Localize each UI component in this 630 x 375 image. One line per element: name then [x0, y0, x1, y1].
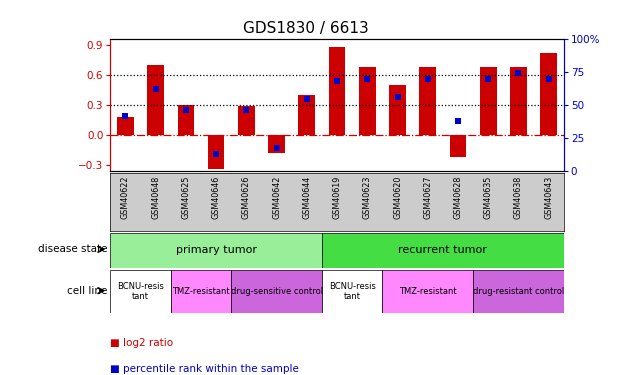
Point — [241, 107, 251, 113]
Text: GSM40648: GSM40648 — [151, 176, 160, 219]
Text: TMZ-resistant: TMZ-resistant — [172, 287, 230, 296]
Text: BCNU-resis
tant: BCNU-resis tant — [117, 282, 164, 301]
Text: GSM40642: GSM40642 — [272, 176, 281, 219]
Text: GSM40627: GSM40627 — [423, 176, 432, 219]
Bar — [322, 232, 564, 268]
Text: GSM40620: GSM40620 — [393, 176, 402, 219]
Bar — [299, 95, 315, 135]
Bar — [117, 117, 134, 135]
Bar — [359, 67, 375, 135]
Text: GSM40626: GSM40626 — [242, 176, 251, 219]
Text: drug-resistant control: drug-resistant control — [473, 287, 564, 296]
Point — [513, 70, 524, 76]
Bar — [322, 270, 382, 313]
Point — [332, 78, 342, 84]
Bar — [480, 67, 496, 135]
Text: BCNU-resis
tant: BCNU-resis tant — [329, 282, 375, 301]
Text: ■ percentile rank within the sample: ■ percentile rank within the sample — [110, 364, 299, 374]
Text: drug-sensitive control: drug-sensitive control — [231, 287, 323, 296]
Text: TMZ-resistant: TMZ-resistant — [399, 287, 457, 296]
Point — [302, 96, 312, 102]
Point — [392, 94, 403, 100]
Text: GSM40643: GSM40643 — [544, 176, 553, 219]
Text: primary tumor: primary tumor — [176, 245, 256, 255]
Bar — [329, 47, 345, 135]
Text: GSM40644: GSM40644 — [302, 176, 311, 219]
Text: recurrent tumor: recurrent tumor — [398, 245, 488, 255]
Text: cell line: cell line — [67, 286, 107, 296]
Text: GSM40646: GSM40646 — [212, 176, 220, 219]
Text: GSM40625: GSM40625 — [181, 176, 190, 219]
Text: GSM40622: GSM40622 — [121, 176, 130, 219]
Point — [453, 117, 463, 123]
Bar — [473, 270, 564, 313]
Point — [423, 76, 433, 82]
Bar — [541, 53, 557, 135]
Text: GSM40623: GSM40623 — [363, 176, 372, 219]
Point — [362, 76, 372, 82]
Bar — [110, 232, 322, 268]
Text: disease state: disease state — [38, 244, 107, 254]
Text: GSM40628: GSM40628 — [454, 176, 462, 219]
Text: GSM40619: GSM40619 — [333, 176, 341, 219]
Bar — [147, 65, 164, 135]
Point — [483, 76, 493, 82]
Bar — [208, 135, 224, 169]
Bar — [110, 270, 171, 313]
Text: ■ log2 ratio: ■ log2 ratio — [110, 338, 173, 348]
Bar — [510, 67, 527, 135]
Bar — [382, 270, 473, 313]
Bar — [268, 135, 285, 153]
Bar — [420, 67, 436, 135]
Point — [120, 113, 130, 119]
Bar — [231, 270, 322, 313]
Bar — [389, 85, 406, 135]
Text: GSM40638: GSM40638 — [514, 176, 523, 219]
Bar — [450, 135, 466, 157]
Bar — [178, 105, 194, 135]
Point — [544, 76, 554, 82]
Point — [151, 87, 161, 93]
Bar — [171, 270, 231, 313]
Bar — [238, 106, 255, 135]
Point — [181, 107, 191, 113]
Text: GSM40635: GSM40635 — [484, 176, 493, 219]
Text: GDS1830 / 6613: GDS1830 / 6613 — [243, 21, 369, 36]
Point — [211, 151, 221, 157]
Point — [272, 145, 282, 151]
